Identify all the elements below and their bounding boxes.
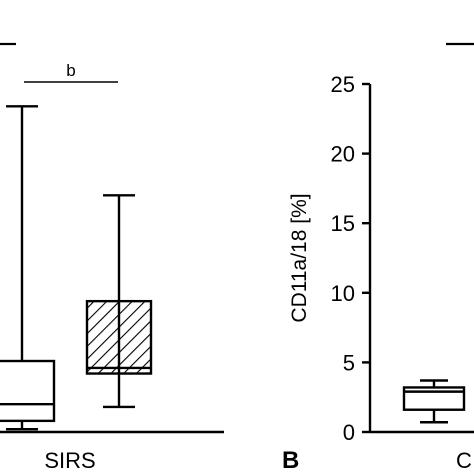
panel-b-y-axis-label: CD11a/18 [%]: [288, 193, 311, 322]
panel-b-y-tick-label: 20: [331, 142, 355, 167]
panel-b-y-tick-label: 25: [331, 72, 355, 97]
panel-b-y-tick-label: 15: [331, 211, 355, 236]
panel-b-x-tick-label: C: [456, 448, 472, 473]
panel-b: 0 5 10 15 20 25 CD11a/18 [%] B C: [282, 72, 474, 474]
panel-b-y-tick-label: 10: [331, 281, 355, 306]
panel-a-box0-box: [0, 359, 56, 423]
panel-b-y-tick-label: 5: [343, 350, 355, 375]
panel-b-box0-box: [402, 386, 466, 411]
panel-a-x-tick-label: SIRS: [44, 448, 95, 473]
panel-b-y-tick-label: 0: [343, 420, 355, 445]
significance-label: b: [66, 61, 75, 80]
panel-a-box1-box: [85, 299, 153, 375]
panel-a: b SIRS: [0, 61, 224, 473]
panel-b-label: B: [282, 447, 299, 474]
